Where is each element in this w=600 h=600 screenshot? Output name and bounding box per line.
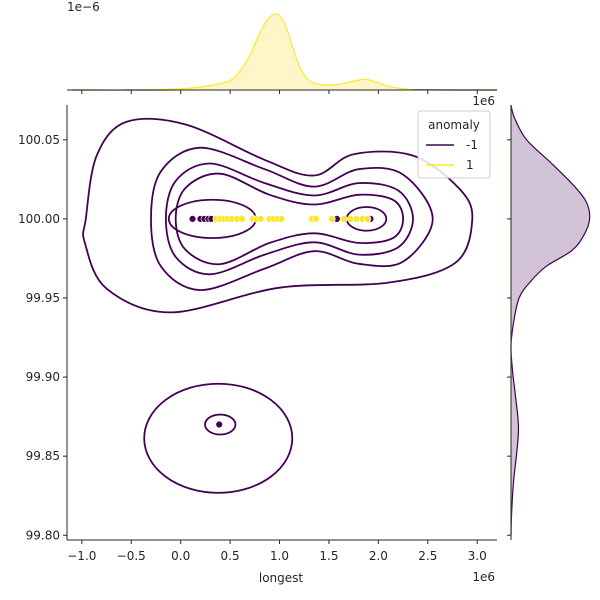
top-marginal-kde [67,13,498,94]
scatter-point [328,215,336,223]
y-tick-label: 99.80 [26,528,60,542]
legend-label-1: 1 [466,158,474,172]
x-tick-label: 0.5 [221,549,240,563]
top-marginal-offset-label: 1e−6 [67,0,100,14]
legend-label-0: -1 [466,138,478,152]
scatter-point [312,215,320,223]
y-axis-ticks: 99.80 99.85 99.90 99.95 100.00 100.05 [18,133,67,542]
legend: anomaly -1 1 [417,110,491,179]
joint-plot-area: −1.0 −0.5 0.0 0.5 1.0 1.5 2.0 2.5 3.0 99.80 99.85… [18,105,497,563]
right-kde-area [510,105,590,536]
right-marginal-kde [507,104,591,540]
scatter-point [363,215,372,223]
x-tick-label: 1.0 [270,549,289,563]
x-axis-label: longest [259,571,304,585]
kde-contour [204,413,237,436]
y-tick-label: 99.95 [26,291,60,305]
y-tick-label: 100.00 [18,212,60,226]
x-tick-label: 0.0 [171,549,190,563]
top-kde-line [71,13,498,91]
joint-axes-spines [66,105,497,541]
x-tick-label: 1.5 [319,549,338,563]
scatter-point [277,215,286,223]
y-tick-label: 100.05 [18,133,60,147]
y-offset-label: 1e6 [472,94,495,108]
legend-title: anomaly [428,118,480,132]
kde-contour [174,172,405,266]
scatter-point [238,215,246,223]
scatter-point [340,215,348,223]
y-tick-label: 99.85 [26,449,60,463]
right-kde-line [510,104,591,536]
x-axis-ticks: −1.0 −0.5 0.0 0.5 1.0 1.5 2.0 2.5 3.0 [67,540,487,563]
x-tick-label: −1.0 [67,549,96,563]
scatter-points [188,215,375,429]
y-tick-label: 99.90 [26,370,60,384]
x-tick-label: −0.5 [117,549,146,563]
scatter-point [188,215,197,223]
x-offset-label: 1e6 [472,570,495,584]
top-kde-area [71,13,498,91]
x-tick-label: 2.5 [418,549,437,563]
scatter-point [215,420,223,429]
x-tick-label: 2.0 [369,549,388,563]
scatter-point [257,215,265,223]
x-tick-label: 3.0 [468,549,487,563]
kde-contour [164,162,414,276]
kde-contour [150,146,434,292]
kde-contour [143,382,294,494]
